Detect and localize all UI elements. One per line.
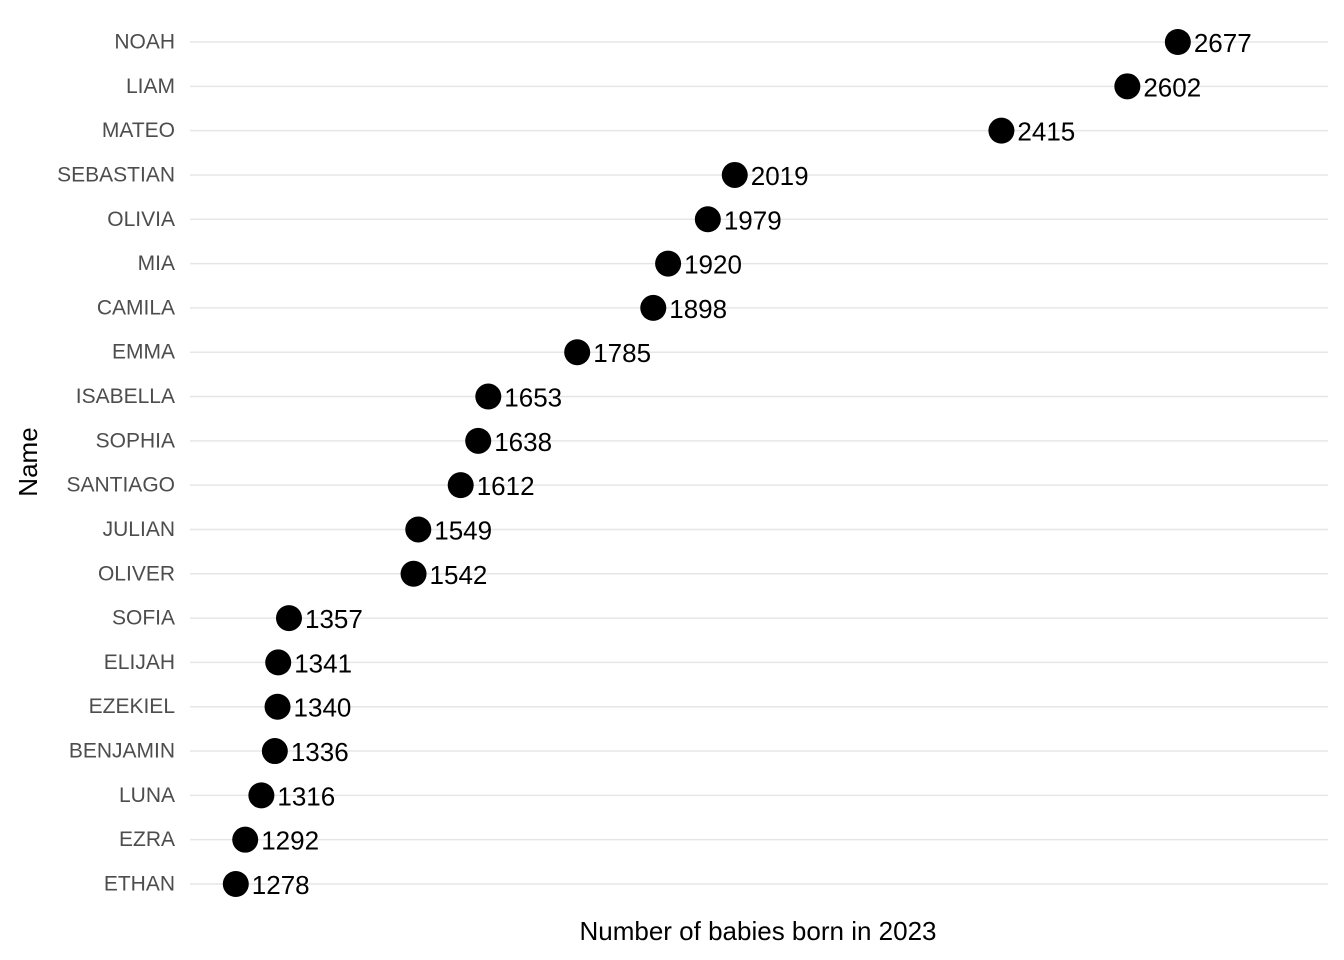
y-tick-label-julian: JULIAN [103,518,175,541]
point-mia [655,250,682,277]
data-label-camila: 1898 [669,294,727,324]
y-tick-label-sophia: SOPHIA [96,429,175,452]
point-mateo [988,117,1015,144]
data-label-elijah: 1341 [294,648,352,678]
y-tick-label-camila: CAMILA [97,296,175,319]
y-tick-label-sebastian: SEBASTIAN [57,163,175,186]
y-tick-label-luna: LUNA [119,784,175,807]
point-sebastian [721,161,748,188]
data-label-sofia: 1357 [305,604,363,634]
point-julian [405,516,432,543]
y-tick-label-liam: LIAM [126,75,175,98]
data-label-noah: 2677 [1194,28,1252,58]
y-tick-label-ethan: ETHAN [104,873,175,896]
point-sophia [465,427,492,454]
grid-layer [190,41,1328,885]
point-benjamin [261,738,288,765]
point-ezekiel [264,693,291,720]
point-isabella [475,383,502,410]
point-sofia [275,605,302,632]
point-luna [248,782,275,809]
data-label-luna: 1316 [277,781,335,811]
data-label-isabella: 1653 [504,383,562,413]
point-emma [564,339,591,366]
y-tick-label-benjamin: BENJAMIN [69,740,175,763]
data-label-liam: 2602 [1143,72,1201,102]
data-label-sebastian: 2019 [751,161,809,191]
x-axis-title: Number of babies born in 2023 [579,916,936,946]
y-tick-labels: NOAH LIAM MATEO SEBASTIAN OLIVIA MIA CAMILA EMM… [57,31,175,896]
data-label-ethan: 1278 [252,870,310,900]
point-oliver [400,560,427,587]
data-label-oliver: 1542 [430,560,488,590]
y-tick-label-mia: MIA [138,252,175,275]
data-label-ezekiel: 1340 [294,693,352,723]
y-tick-label-noah: NOAH [114,31,175,54]
point-ethan [222,871,249,897]
point-ezra [232,826,259,853]
y-tick-label-ezra: EZRA [119,828,175,851]
y-tick-label-elijah: ELIJAH [104,651,175,674]
y-tick-label-mateo: MATEO [102,119,175,142]
y-tick-label-santiago: SANTIAGO [66,474,175,497]
data-labels-layer: 2677 2602 2415 2019 1979 1920 1898 1785 1653 1638… [252,28,1252,900]
y-tick-label-sofia: SOFIA [112,607,175,630]
y-tick-label-isabella: ISABELLA [76,385,175,408]
point-noah [1164,29,1191,55]
point-santiago [447,472,474,499]
data-label-olivia: 1979 [724,205,782,235]
data-label-mia: 1920 [684,250,742,280]
y-tick-label-oliver: OLIVER [98,562,175,585]
point-olivia [694,206,721,233]
y-tick-label-emma: EMMA [112,341,175,364]
data-label-benjamin: 1336 [291,737,349,767]
data-label-julian: 1549 [434,515,492,545]
y-axis-title: Name [13,427,43,496]
data-label-santiago: 1612 [477,471,535,501]
data-label-ezra: 1292 [261,826,319,856]
data-label-emma: 1785 [593,338,651,368]
point-camila [640,294,667,321]
y-tick-label-olivia: OLIVIA [107,208,175,231]
point-liam [1114,73,1141,100]
point-elijah [265,649,292,676]
points-layer [222,29,1191,897]
y-tick-label-ezekiel: EZEKIEL [89,695,175,718]
data-label-mateo: 2415 [1017,117,1075,147]
data-label-sophia: 1638 [494,427,552,457]
